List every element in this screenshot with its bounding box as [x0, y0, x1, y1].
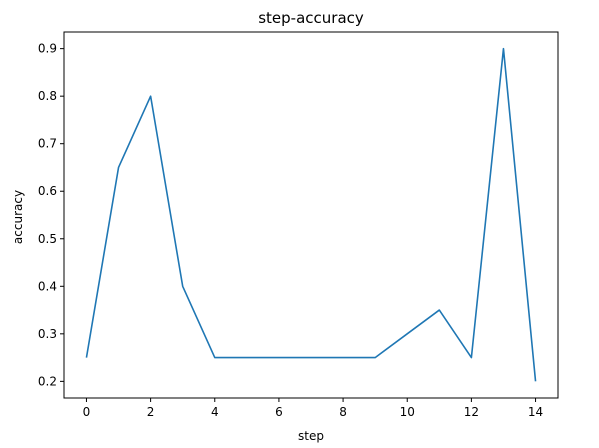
plot-area-frame: [63, 31, 559, 399]
chart-title: step-accuracy: [258, 9, 364, 27]
x-axis-label: step: [298, 429, 324, 443]
series-line: [85, 47, 537, 382]
x-tick-label: 8: [339, 405, 347, 419]
y-tick-label: 0.8: [38, 89, 57, 103]
x-tick-label: 0: [83, 405, 91, 419]
y-tick-label: 0.3: [38, 327, 57, 341]
x-tick-label: 10: [400, 405, 415, 419]
y-tick-label: 0.5: [38, 232, 57, 246]
y-tick-label: 0.7: [38, 137, 57, 151]
x-tick-label: 6: [275, 405, 283, 419]
x-tick-label: 2: [147, 405, 155, 419]
x-tick-label: 4: [211, 405, 219, 419]
y-tick-label: 0.4: [38, 279, 57, 293]
y-tick-label: 0.9: [38, 42, 57, 56]
y-tick-label: 0.2: [38, 374, 57, 388]
y-axis-label: accuracy: [11, 190, 25, 244]
y-tick-label: 0.6: [38, 184, 57, 198]
x-tick-label: 12: [464, 405, 479, 419]
x-tick-label: 14: [528, 405, 543, 419]
y-axis-ticks: 0.2 0.3 0.4 0.5 0.6 0.7 0.8 0.9: [38, 42, 64, 388]
x-axis-ticks: 0 2 4 6 8 10 12 14: [83, 398, 543, 419]
